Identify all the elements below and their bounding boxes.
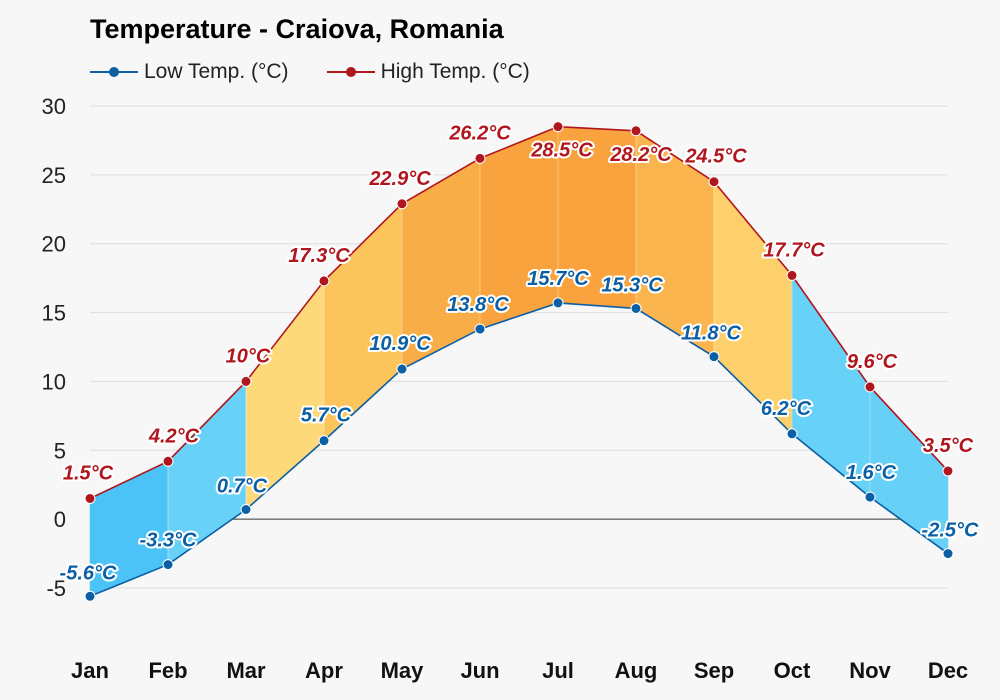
low-temp-label: 13.8°C — [447, 294, 509, 316]
x-tick-label: Feb — [148, 658, 187, 683]
high-temp-label: 4.2°C — [148, 425, 200, 447]
legend-label-high: High Temp. (°C) — [380, 60, 530, 83]
legend-low-swatch-icon — [90, 67, 138, 77]
high-temp-label: 17.7°C — [763, 239, 825, 261]
low-temp-point — [786, 428, 798, 440]
high-temp-label: 24.5°C — [684, 146, 747, 168]
x-tick-label: Dec — [928, 658, 968, 683]
x-tick-label: Jun — [460, 658, 499, 683]
y-tick-label: 10 — [42, 369, 66, 394]
high-temp-point — [318, 275, 330, 287]
low-temp-label: 0.7°C — [217, 476, 268, 498]
low-temp-label: 5.7°C — [301, 405, 352, 427]
low-temp-point — [864, 491, 876, 503]
low-temp-label: 11.8°C — [681, 323, 741, 345]
high-temp-label: 1.5°C — [63, 462, 114, 484]
y-tick-label: 15 — [42, 301, 66, 326]
y-tick-label: 5 — [54, 438, 66, 463]
chart-title: Temperature - Craiova, Romania — [90, 14, 504, 44]
low-temp-point — [942, 548, 954, 560]
high-temp-point — [708, 176, 720, 188]
high-temp-label: 26.2°C — [448, 122, 511, 144]
low-temp-line — [89, 302, 949, 598]
high-temp-point — [474, 152, 486, 164]
legend-label-low: Low Temp. (°C) — [144, 60, 289, 83]
low-temp-label: 6.2°C — [761, 398, 812, 420]
x-tick-label: Nov — [849, 658, 891, 683]
low-temp-label: 10.9°C — [369, 333, 431, 355]
y-tick-label: 20 — [42, 232, 66, 257]
high-temp-point — [552, 121, 564, 133]
high-temp-label: 28.2°C — [609, 144, 672, 166]
low-temp-label: 1.6°C — [846, 462, 897, 484]
high-temp-point — [942, 465, 954, 477]
high-temp-point — [630, 125, 642, 137]
low-temp-point — [552, 297, 564, 309]
low-temp-label: 15.7°C — [527, 268, 589, 290]
high-temp-point — [240, 375, 252, 387]
legend: Low Temp. (°C) High Temp. (°C) — [90, 60, 568, 84]
high-temp-label: 9.6°C — [847, 351, 898, 373]
low-temp-point — [162, 559, 174, 571]
high-temp-label: 10°C — [226, 345, 271, 367]
high-temp-label: 22.9°C — [368, 168, 431, 190]
high-temp-line — [89, 125, 949, 500]
x-tick-label: May — [381, 658, 425, 683]
y-tick-label: 25 — [42, 163, 66, 188]
x-tick-label: Oct — [774, 658, 811, 683]
legend-item-low[interactable]: Low Temp. (°C) — [90, 60, 289, 84]
x-tick-label: Jul — [542, 658, 574, 683]
y-tick-label: -5 — [46, 576, 66, 601]
y-tick-label: 30 — [42, 94, 66, 119]
legend-high-swatch-icon — [326, 67, 375, 77]
x-tick-label: Sep — [694, 658, 734, 683]
high-temp-point — [864, 381, 876, 393]
low-temp-label: -5.6°C — [60, 562, 117, 584]
low-temp-point — [84, 590, 96, 602]
high-temp-point — [162, 455, 174, 467]
x-tick-label: Mar — [226, 658, 266, 683]
x-tick-label: Apr — [305, 658, 343, 683]
x-tick-label: Aug — [615, 658, 658, 683]
high-temp-label: 17.3°C — [288, 245, 350, 267]
high-temp-label: 3.5°C — [923, 435, 974, 457]
low-temp-point — [708, 351, 720, 363]
x-tick-label: Jan — [71, 658, 109, 683]
low-temp-point — [318, 435, 330, 447]
low-temp-point — [240, 504, 252, 516]
low-temp-point — [396, 363, 408, 375]
y-tick-label: 0 — [54, 507, 66, 532]
low-temp-label: 15.3°C — [601, 274, 663, 296]
low-temp-point — [474, 323, 486, 335]
high-temp-point — [84, 492, 96, 504]
low-temp-label: -3.3°C — [140, 530, 197, 552]
legend-item-high[interactable]: High Temp. (°C) — [326, 60, 530, 84]
high-temp-label: 28.5°C — [530, 140, 593, 162]
high-temp-point — [786, 269, 798, 281]
low-temp-point — [630, 302, 642, 314]
high-temp-point — [396, 198, 408, 210]
low-temp-label: -2.5°C — [922, 520, 979, 542]
